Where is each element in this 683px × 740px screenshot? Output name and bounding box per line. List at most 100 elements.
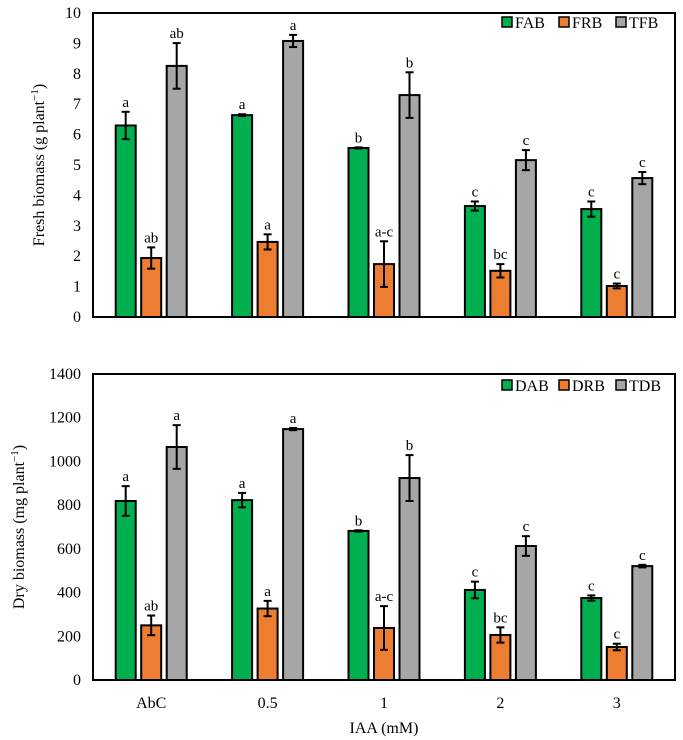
legend-swatch-tdb (615, 379, 627, 391)
y-tick-label: 400 (57, 585, 81, 602)
bar-tfb (631, 177, 654, 318)
y-tick-label: 10 (65, 5, 81, 22)
y-axis-label-main: Fresh biomass (g plant (31, 100, 48, 246)
y-axis-label-main: Dry biomass (mg plant (11, 461, 28, 609)
significance-letter: c (588, 578, 595, 594)
significance-letter: c (588, 184, 595, 200)
bar-fab (580, 208, 603, 318)
x-tick-label: 1 (380, 695, 388, 712)
bar-tdb (631, 565, 654, 681)
legend-swatch-dab (501, 379, 513, 391)
bar-dab (114, 499, 137, 681)
legend-swatch-tfb (615, 16, 627, 28)
legend-label-fab: FAB (515, 15, 545, 32)
y-axis-label-close: ) (11, 445, 28, 450)
significance-letter: c (613, 627, 620, 643)
significance-letter: a (122, 469, 129, 485)
significance-letter: b (406, 438, 414, 454)
significance-letter: b (406, 55, 414, 71)
significance-letter: c (613, 267, 620, 283)
chart-panel-2: 0 200 400 600 800 1000 1200 1400 Dry biomass (mg… (9, 366, 676, 737)
y-tick-label: 4 (73, 187, 81, 204)
bar-fab (463, 205, 486, 318)
bar-dab (463, 588, 486, 681)
significance-letter: a (264, 217, 271, 233)
bar-tdb (282, 428, 305, 681)
y-tick-label: 3 (73, 218, 81, 235)
y-axis-label-superscript: −1 (9, 450, 21, 462)
legend-swatch-fab (501, 16, 513, 28)
significance-letter: a (239, 476, 246, 492)
significance-letter: bc (493, 247, 508, 263)
significance-letter: b (355, 130, 363, 146)
y-tick-label: 9 (73, 35, 81, 52)
y-tick-label: 600 (57, 541, 81, 558)
y-tick-label: 1400 (49, 366, 81, 383)
y-tick-label: 6 (73, 127, 81, 144)
y-tick-label: 2 (73, 248, 81, 265)
bar-drb (256, 607, 279, 682)
bar-dab (580, 597, 603, 681)
legend-label-drb: DRB (572, 378, 605, 395)
bar-fab (347, 146, 370, 318)
bar-dab (231, 499, 254, 682)
bar-tfb (398, 94, 421, 318)
significance-letter: a (290, 18, 297, 34)
significance-letter: ab (144, 599, 158, 615)
y-tick-label: 0 (73, 309, 81, 326)
significance-letter: c (639, 548, 646, 564)
bar-tdb (165, 446, 188, 682)
significance-letter: a (290, 411, 297, 427)
significance-letter: c (523, 133, 530, 149)
significance-letter: a (122, 95, 129, 111)
y-axis-label-close: ) (31, 84, 48, 89)
significance-letter: a-c (375, 589, 394, 605)
legend: DAB DRB TDB (501, 378, 661, 395)
significance-letter: c (472, 184, 479, 200)
bar-drb (605, 645, 628, 682)
significance-letter: c (472, 565, 479, 581)
significance-letter: c (639, 155, 646, 171)
bar-frb (605, 284, 628, 319)
y-tick-label: 200 (57, 628, 81, 645)
legend: FAB FRB TFB (501, 15, 658, 32)
significance-letter: c (523, 519, 530, 535)
significance-letter: a (173, 408, 180, 424)
significance-letter: a (264, 584, 271, 600)
significance-letter: ab (170, 26, 184, 42)
x-tick-label: AbC (136, 695, 166, 712)
y-tick-label: 1000 (49, 453, 81, 470)
bar-tdb (398, 477, 421, 682)
y-axis-label: Fresh biomass (g plant−1) (29, 84, 48, 246)
significance-letter: a (239, 97, 246, 113)
y-axis-label-superscript: −1 (29, 89, 41, 101)
y-axis-label: Dry biomass (mg plant−1) (9, 445, 28, 609)
bar-dab (347, 529, 370, 681)
y-tick-label: 800 (57, 497, 81, 514)
y-tick-label: 5 (73, 157, 81, 174)
bar-fab (231, 114, 254, 318)
bar-frb (256, 240, 279, 318)
significance-letter: ab (144, 230, 158, 246)
bar-tfb (282, 39, 305, 319)
y-tick-label: 1 (73, 279, 81, 296)
bar-fab (114, 124, 137, 319)
plot-frame (92, 12, 676, 318)
x-tick-label: 0.5 (258, 695, 278, 712)
y-tick-label: 8 (73, 66, 81, 83)
x-axis-label: IAA (mM) (350, 720, 419, 737)
bar-tdb (514, 545, 537, 681)
legend-label-dab: DAB (515, 378, 549, 395)
legend-label-tfb: TFB (629, 15, 658, 32)
legend-label-frb: FRB (572, 15, 602, 32)
x-tick-label: 2 (496, 695, 504, 712)
bar-tfb (514, 159, 537, 318)
significance-letter: b (355, 513, 363, 529)
legend-label-tdb: TDB (629, 378, 661, 395)
y-tick-label: 0 (73, 672, 81, 689)
legend-swatch-frb (558, 16, 570, 28)
legend-swatch-drb (558, 379, 570, 391)
y-tick-label: 1200 (49, 410, 81, 427)
